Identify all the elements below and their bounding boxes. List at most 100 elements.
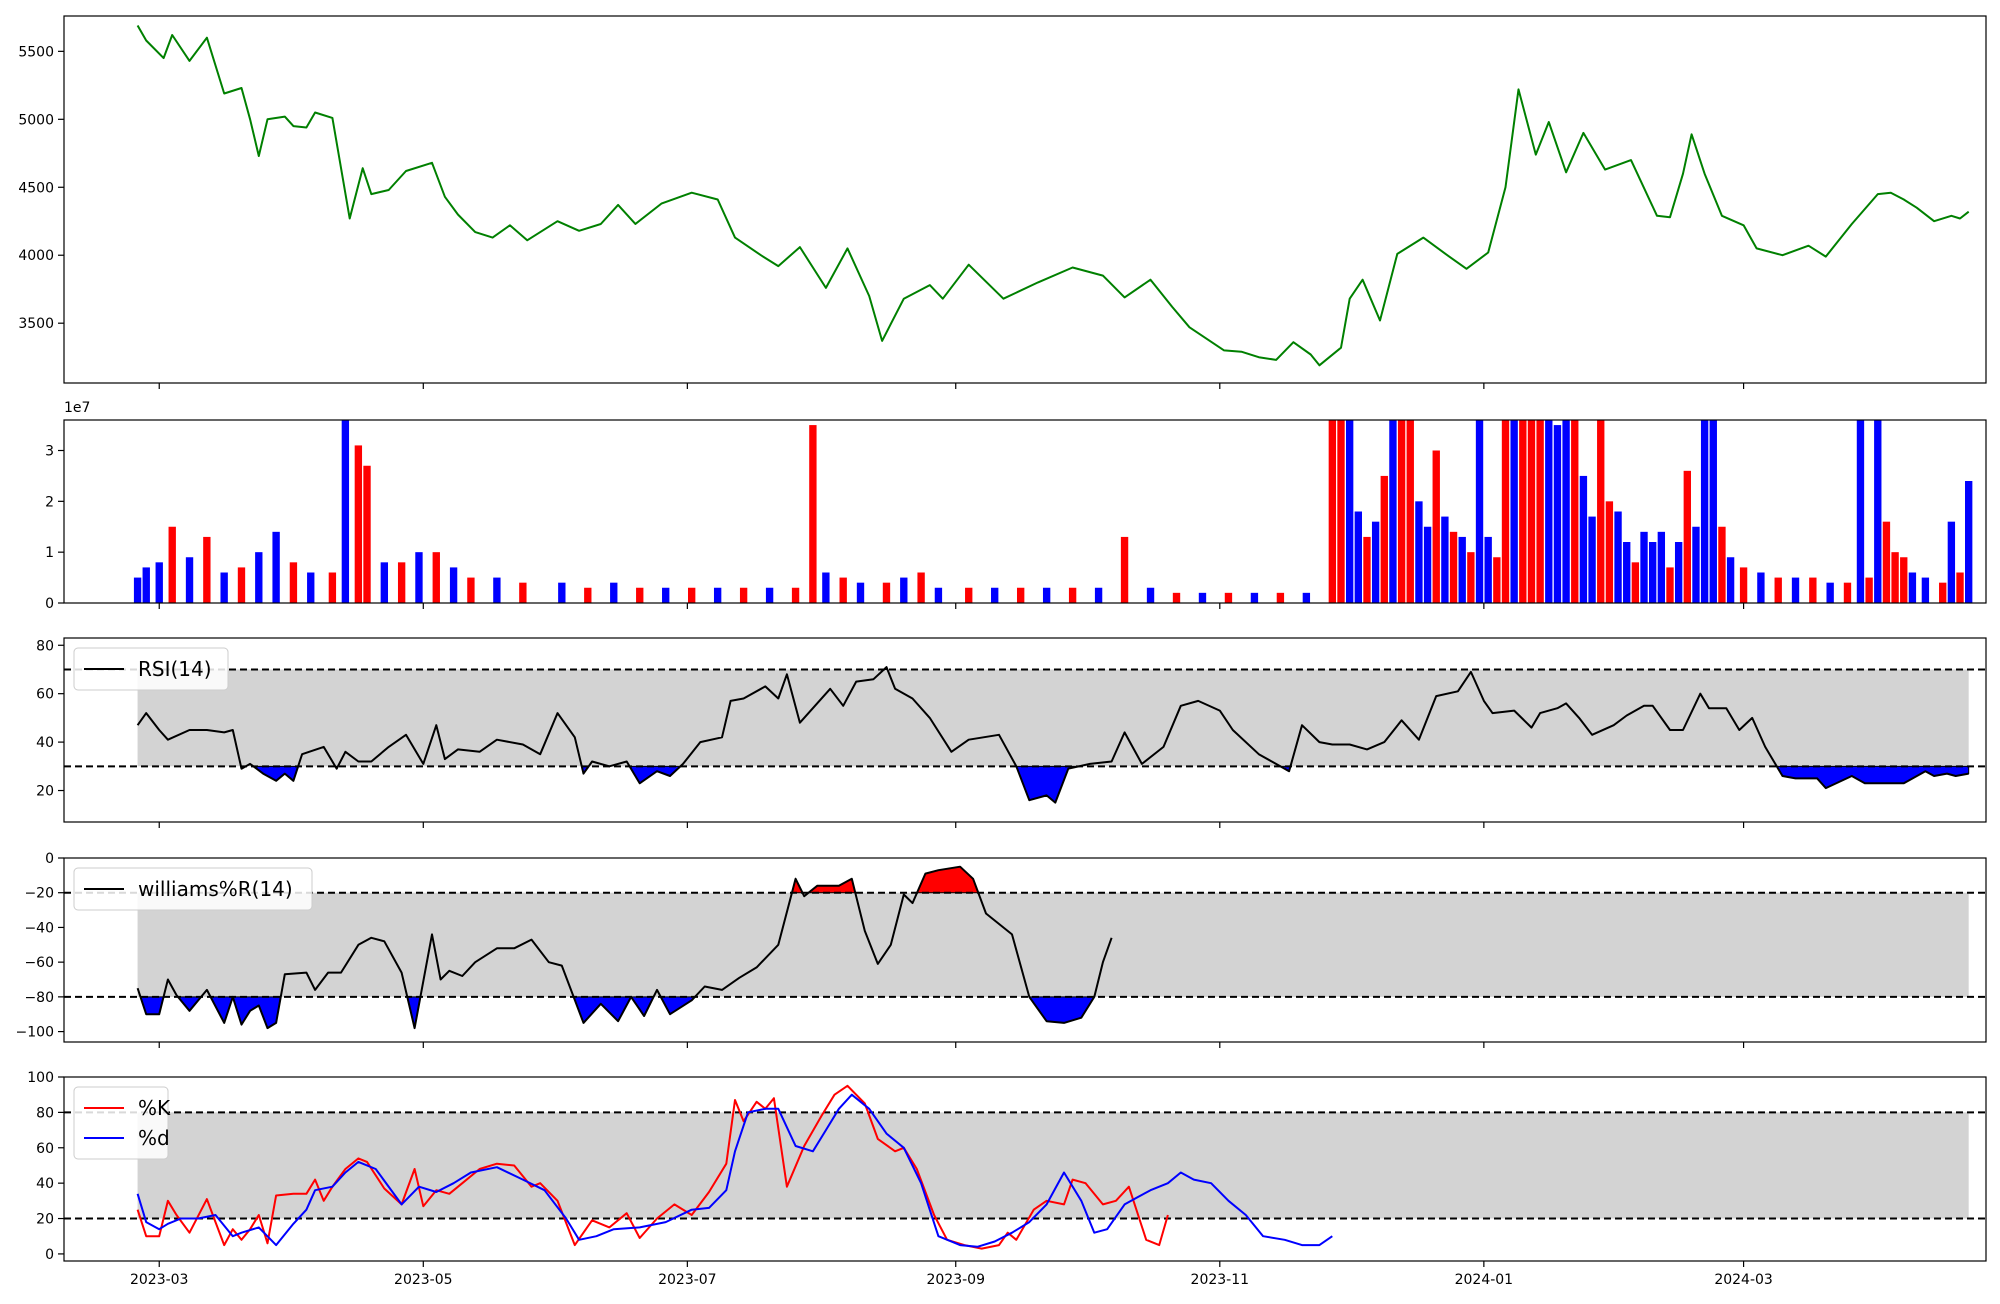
volume-bar <box>1865 577 1873 603</box>
xtick-label: 2024-01 <box>1455 1272 1514 1288</box>
volume-bar <box>636 587 644 603</box>
price-frame <box>63 15 1987 384</box>
price-series-line <box>136 25 1970 367</box>
xtick-label: 2023-09 <box>926 1272 985 1288</box>
williams-frame <box>63 857 1987 1043</box>
volume-bar <box>397 562 406 603</box>
volume-bar <box>1510 420 1518 603</box>
volume-bar <box>1016 587 1025 603</box>
volume-bar <box>809 425 817 603</box>
volume-bar <box>1640 531 1648 603</box>
volume-bar <box>1536 420 1544 603</box>
williams-ytick-label: −60 <box>24 955 54 971</box>
volume-bar <box>1657 531 1666 603</box>
stochastic-plot-area <box>64 1084 1986 1250</box>
volume-bar <box>1432 450 1440 603</box>
price-plot-area <box>136 25 1970 367</box>
volume-bar <box>1475 420 1484 603</box>
volume-bar <box>822 572 830 603</box>
volume-bar <box>354 445 363 603</box>
volume-bar <box>688 587 696 603</box>
volume-bar <box>1826 582 1834 603</box>
volume-bar <box>341 420 350 603</box>
stochastic-frame <box>63 1076 1987 1262</box>
volume-bar <box>558 582 566 603</box>
volume-bar <box>1467 552 1475 603</box>
volume-bar <box>1068 587 1077 603</box>
stochastic-series-line-d <box>136 1093 1333 1248</box>
volume-bar <box>519 582 527 603</box>
volume-offset-label: 1e7 <box>64 400 90 416</box>
volume-bar <box>328 572 337 603</box>
williams-ytick-label: 0 <box>45 851 54 867</box>
volume-bar <box>1791 577 1800 603</box>
rsi-legend-label: RSI(14) <box>138 657 212 681</box>
volume-bar <box>1588 516 1596 603</box>
volume-bar <box>185 557 194 603</box>
volume-bar <box>1674 542 1683 603</box>
volume-bar <box>713 587 722 603</box>
price-ytick-label: 3500 <box>18 316 54 332</box>
volume-panel: 0 1 2 3 1e7 <box>45 400 1987 612</box>
volume-bar <box>900 577 908 603</box>
volume-bar <box>289 562 298 603</box>
volume-bar <box>1198 592 1207 603</box>
volume-bar <box>255 552 263 603</box>
stochastic-ytick-label: 100 <box>27 1070 54 1086</box>
volume-bar <box>363 465 371 603</box>
volume-bar <box>1397 420 1406 603</box>
rsi-oversold-fill <box>1775 765 1970 789</box>
volume-bar <box>1276 592 1285 603</box>
volume-bar <box>1354 511 1362 603</box>
williams-legend-label: williams%R(14) <box>138 877 293 901</box>
volume-bar <box>584 587 592 603</box>
volume-bar <box>610 582 618 603</box>
volume-bar <box>142 567 150 603</box>
volume-bar <box>1484 536 1492 603</box>
volume-bar <box>1345 420 1354 603</box>
stochastic-legend-label: %K <box>138 1096 171 1120</box>
xtick-label: 2023-11 <box>1191 1272 1250 1288</box>
volume-bar <box>1371 521 1380 603</box>
rsi-band <box>137 669 1969 767</box>
volume-bar <box>1874 420 1882 603</box>
stochastic-ytick-label: 0 <box>45 1247 54 1263</box>
volume-bar <box>449 567 458 603</box>
rsi-legend-box <box>73 647 229 691</box>
rsi-panel: 20 40 60 80 RSI(14) <box>36 637 1987 828</box>
xtick-label: 2023-03 <box>130 1272 189 1288</box>
xtick-label: 2024-03 <box>1714 1272 1773 1288</box>
volume-bar <box>493 577 501 603</box>
volume-bar <box>1692 526 1700 603</box>
volume-bar <box>1441 516 1449 603</box>
volume-bar <box>917 572 925 603</box>
price-panel: 3500 4000 4500 5000 5500 <box>18 15 1987 389</box>
volume-bar <box>1553 425 1562 603</box>
rsi-ytick-label: 60 <box>36 687 54 703</box>
volume-bar <box>203 536 211 603</box>
volume-bar <box>1519 420 1527 603</box>
williams-ytick-label: −20 <box>24 886 54 902</box>
volume-bar <box>1614 511 1622 603</box>
volume-bar <box>1363 536 1371 603</box>
volume-bar <box>1891 552 1899 603</box>
volume-bar <box>1965 481 1973 603</box>
volume-bar <box>415 552 423 603</box>
williams-ytick-label: −100 <box>16 1025 54 1041</box>
volume-bar <box>1120 536 1129 603</box>
volume-bar <box>1501 420 1510 603</box>
volume-bar <box>1597 420 1605 603</box>
volume-bar <box>220 572 228 603</box>
volume-bar <box>432 552 440 603</box>
volume-bar <box>1709 420 1717 603</box>
volume-bar <box>991 587 999 603</box>
williams-plot-area <box>64 865 1986 1030</box>
volume-bar <box>1449 531 1458 603</box>
volume-ytick-label: 2 <box>45 494 54 510</box>
volume-bar <box>1571 420 1579 603</box>
volume-bar <box>1900 557 1908 603</box>
volume-ytick-label: 0 <box>45 596 54 612</box>
volume-bar <box>1631 562 1640 603</box>
